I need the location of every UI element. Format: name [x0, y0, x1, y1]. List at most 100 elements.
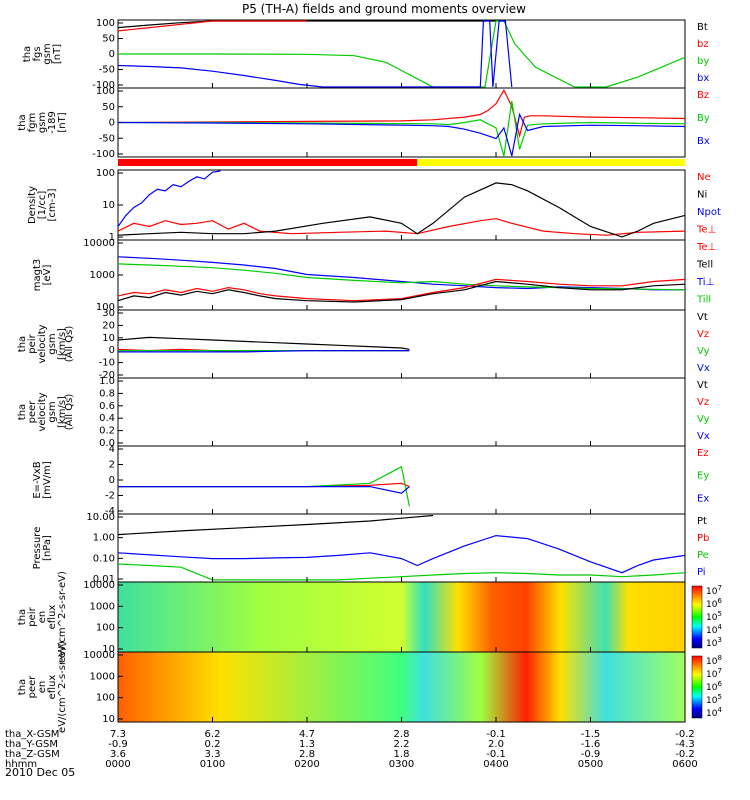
colorbar-tick-exponent: 6 [717, 680, 722, 688]
y-tick-label: 20 [102, 320, 115, 331]
time-axis-value: 1.3 [299, 739, 315, 750]
time-axis-row-label: tha_Y-GSM [5, 739, 58, 750]
y-tick-label: 2 [109, 460, 115, 471]
y-axis-label: gsm [47, 401, 58, 422]
series-Bx [117, 112, 686, 157]
colorbar-tick-label: 106 [706, 597, 722, 610]
legend-entry: Pt [697, 516, 707, 527]
legend-entry: bz [697, 39, 709, 50]
figure-title: P5 (TH-A) fields and ground moments over… [242, 2, 526, 16]
y-axis-label: tha [17, 679, 28, 695]
legend-entry: Vy [697, 346, 710, 357]
y-tick-label: 0 [109, 49, 115, 60]
time-axis-value: 0100 [200, 759, 225, 770]
date-label: 2010 Dec 05 [5, 766, 75, 779]
colorbar-tick-label: 104 [706, 706, 722, 719]
y-axis-label: [km/s] [57, 396, 68, 428]
y-tick-label: 0.6 [99, 401, 115, 412]
time-axis-value: -0.2 [675, 729, 695, 740]
y-axis-label: tha [17, 404, 28, 420]
panel-frame [117, 513, 686, 583]
panel-frame [117, 445, 686, 515]
y-axis-label: velocity [37, 324, 48, 363]
colorbar-tick-label: 103 [706, 636, 722, 649]
time-axis-value: -0.9 [581, 749, 601, 760]
series-Vx [118, 350, 410, 353]
time-axis-row-label: hhmm [5, 759, 37, 770]
state-bar-segment [417, 159, 685, 166]
y-tick-label: 10 [102, 714, 115, 725]
time-axis-value: 3.6 [110, 749, 126, 760]
y-axis-label: Pressure [32, 527, 43, 570]
colorbar-tick-exponent: 7 [717, 584, 721, 592]
series-Till [117, 263, 686, 291]
y-tick-label: 1.0 [99, 376, 115, 387]
legend-entry: Ex [697, 493, 709, 504]
y-tick-label: 1000 [90, 601, 115, 612]
legend-entry: Tell [696, 260, 713, 271]
y-axis-label: [mV/m] [42, 461, 53, 499]
series-Pt [117, 514, 434, 536]
y-tick-label: 4 [109, 444, 115, 455]
y-axis-label: gsm [47, 333, 58, 354]
colorbar-tick-label: 105 [706, 610, 722, 623]
y-tick-label: 100 [96, 623, 115, 634]
legend-entry: Npot [697, 207, 721, 218]
y-axis-label: tha [17, 336, 28, 352]
legend-entry: Till [696, 295, 711, 306]
time-axis-value: 2.0 [488, 739, 504, 750]
y-tick-label: 0.8 [99, 388, 115, 399]
panel-1: 100 50 0 -50 -100 tha fgs gsm [nT] Bt bz by bx [22, 18, 709, 91]
time-axis-value: -4.3 [675, 739, 695, 750]
y-axis-label: velocity [37, 392, 48, 431]
state-bar-segment [118, 159, 418, 166]
legend-entry: Bt [697, 22, 708, 33]
legend-entry: Vz [697, 329, 709, 340]
legend-entry: by [697, 56, 709, 67]
colorbar-tick-label: 106 [706, 680, 722, 693]
legend-entry: Vx [697, 363, 710, 374]
y-tick-label: 10000 [83, 580, 115, 591]
y-tick-label: 0.4 [99, 413, 115, 424]
colorbar-tick-label: 105 [706, 693, 722, 706]
time-axis-value: 0600 [672, 759, 697, 770]
legend-entry: Ti⊥ [696, 277, 714, 288]
y-tick-label: 100 [96, 168, 115, 179]
legend-entry: Ni [697, 190, 707, 201]
y-axis-label-extra: (All Qs) [64, 394, 75, 431]
time-axis-value: 1.8 [394, 749, 410, 760]
y-axis-label: [cm-3] [47, 188, 58, 221]
colorbar-tick-exponent: 4 [717, 623, 722, 631]
y-tick-label: 0 [109, 118, 115, 129]
y-axis-label: en [37, 611, 48, 624]
series-by [118, 20, 686, 88]
y-axis-label: E=-VxB [32, 461, 43, 498]
series-Ni [117, 182, 686, 238]
time-axis-value: 7.3 [110, 729, 126, 740]
time-axis-value: -1.5 [581, 729, 601, 740]
series-By [118, 101, 686, 157]
y-axis-label: eflux [47, 675, 58, 700]
legend-entry: Te⊥ [696, 225, 716, 236]
colorbar-tick-label: 104 [706, 623, 722, 636]
y-tick-label: 0.10 [93, 553, 115, 564]
y-tick-label: 1 [109, 232, 115, 243]
colorbar-tick-exponent: 6 [717, 597, 722, 605]
colorbar-tick-label: 107 [706, 667, 722, 680]
time-axis-value: 4.7 [299, 729, 315, 740]
y-tick-label: -100 [92, 149, 115, 160]
series-Ne [117, 218, 686, 236]
series-Ex [118, 486, 410, 494]
y-tick-label: 50 [102, 34, 115, 45]
y-tick-label: 10000 [83, 650, 115, 661]
time-axis-value: -0.9 [108, 739, 128, 750]
legend-entry: Vy [697, 414, 710, 425]
y-axis-label: magt3 [32, 259, 43, 292]
time-axis-value: 0.2 [205, 739, 221, 750]
panel-3: 100 10 1 Density [1/cc] [cm-3] Ne Ni Npot Te⊥ [27, 168, 721, 243]
y-tick-label: 1000 [90, 270, 115, 281]
